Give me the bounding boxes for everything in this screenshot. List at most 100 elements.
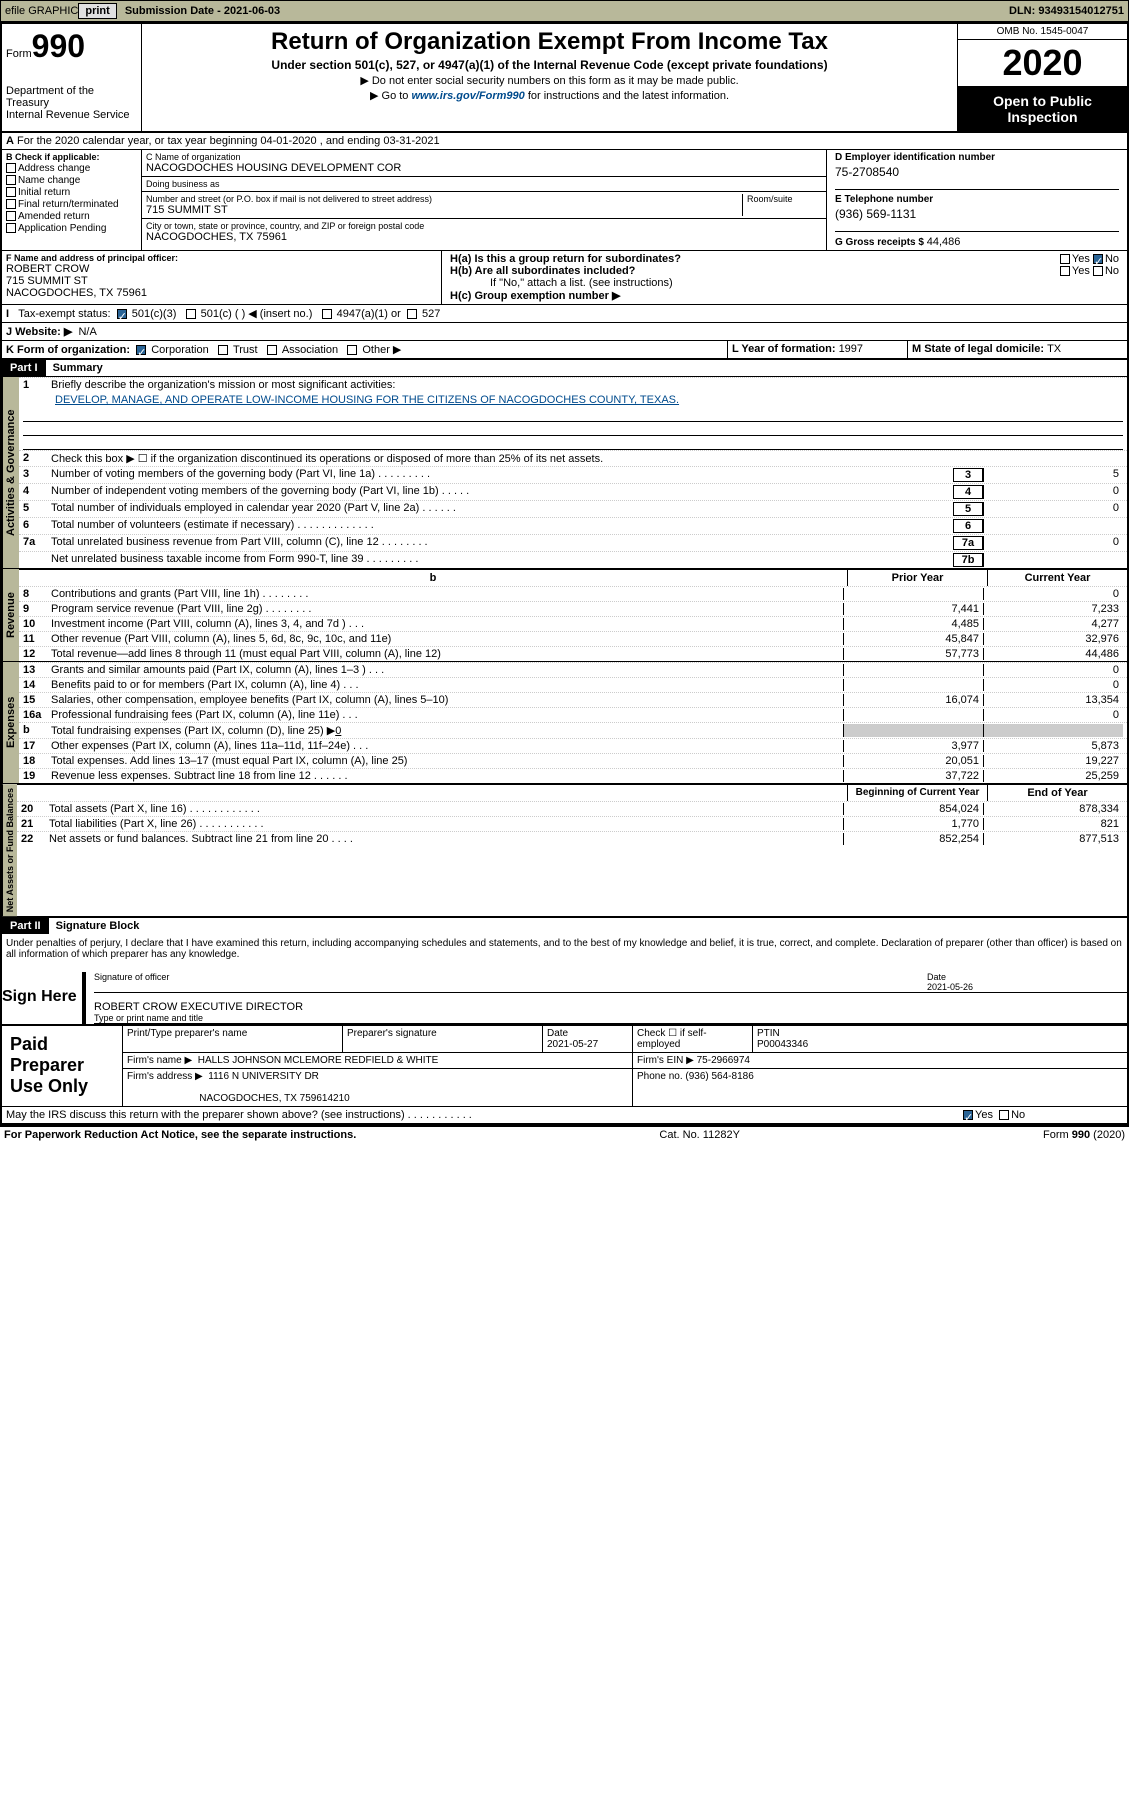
line-6: 6Total number of volunteers (estimate if…: [19, 517, 1127, 534]
phone-label: E Telephone number: [835, 194, 1119, 205]
city-row: City or town, state or province, country…: [142, 219, 826, 245]
form-number: 990: [32, 28, 85, 64]
print-button[interactable]: print: [78, 3, 116, 19]
current-year-header: Current Year: [987, 570, 1127, 586]
city: NACOGDOCHES, TX 75961: [146, 231, 822, 243]
form-id-col: Form990 Department of the Treasury Inter…: [2, 24, 142, 131]
discuss-row: May the IRS discuss this return with the…: [2, 1106, 1127, 1123]
line-3: 3Number of voting members of the governi…: [19, 466, 1127, 483]
form-container: Form990 Department of the Treasury Inter…: [0, 22, 1129, 1125]
governance-section: Activities & Governance 1Briefly describ…: [2, 376, 1127, 568]
officer-row: F Name and address of principal officer:…: [2, 250, 1127, 304]
dept-label: Department of the Treasury Internal Reve…: [6, 85, 137, 121]
address-block: B Check if applicable: Address change Na…: [2, 150, 1127, 250]
line-19: 19Revenue less expenses. Subtract line 1…: [19, 768, 1127, 783]
line-4: 4Number of independent voting members of…: [19, 483, 1127, 500]
submission-label: Submission Date - 2021-06-03: [125, 5, 280, 17]
hb: H(b) Are all subordinates included?Yes N…: [450, 265, 1119, 277]
irs-link[interactable]: www.irs.gov/Form990: [411, 90, 524, 102]
tax-year: 2020: [958, 40, 1127, 87]
check-4947: [322, 309, 332, 319]
cat-no: Cat. No. 11282Y: [356, 1129, 1043, 1141]
hb-note: If "No," attach a list. (see instruction…: [450, 277, 1119, 289]
line-11: 11Other revenue (Part VIII, column (A), …: [19, 631, 1127, 646]
part2-header: Part II: [2, 918, 49, 934]
line-22: 22Net assets or fund balances. Subtract …: [17, 831, 1127, 846]
form-org-k: K Form of organization: ✓ Corporation Tr…: [2, 341, 727, 358]
begin-year-header: Beginning of Current Year: [847, 785, 987, 801]
end-year-header: End of Year: [987, 785, 1127, 801]
revenue-section: Revenue b Prior Year Current Year 8Contr…: [2, 568, 1127, 661]
form-year-col: OMB No. 1545-0047 2020 Open to Public In…: [957, 24, 1127, 131]
form-org-row: K Form of organization: ✓ Corporation Tr…: [2, 340, 1127, 358]
website-value: N/A: [78, 326, 96, 338]
instr-1: ▶ Do not enter social security numbers o…: [146, 74, 953, 87]
line-13: 13Grants and similar amounts paid (Part …: [19, 662, 1127, 677]
efile-label: efile GRAPHIC: [5, 5, 78, 17]
check-applicable: B Check if applicable: Address change Na…: [2, 150, 142, 250]
form-subtitle: Under section 501(c), 527, or 4947(a)(1)…: [146, 58, 953, 72]
org-name-col: C Name of organization NACOGDOCHES HOUSI…: [142, 150, 827, 250]
line-5: 5Total number of individuals employed in…: [19, 500, 1127, 517]
ein-col: D Employer identification number 75-2708…: [827, 150, 1127, 250]
section-a: A For the 2020 calendar year, or tax yea…: [2, 133, 1127, 150]
mission-text: DEVELOP, MANAGE, AND OPERATE LOW-INCOME …: [51, 392, 1127, 408]
public-inspection: Open to Public Inspection: [958, 87, 1127, 131]
ein-value: 75-2708540: [835, 165, 1119, 179]
line-16a: 16aProfessional fundraising fees (Part I…: [19, 707, 1127, 722]
revenue-col-headers: b Prior Year Current Year: [19, 569, 1127, 586]
sign-here-row: Sign Here Signature of officer Date2021-…: [2, 972, 1127, 1024]
form-header: Form990 Department of the Treasury Inter…: [2, 24, 1127, 133]
governance-vlabel: Activities & Governance: [2, 377, 19, 568]
street: 715 SUMMIT ST: [146, 204, 742, 216]
line-20: 20Total assets (Part X, line 16) . . . .…: [17, 801, 1127, 816]
form-org-m: M State of legal domicile: TX: [907, 341, 1127, 358]
blank-header: b: [19, 570, 847, 586]
form-title-col: Return of Organization Exempt From Incom…: [142, 24, 957, 131]
preparer-table: Print/Type preparer's name Preparer's si…: [122, 1026, 1127, 1106]
check-501c: [186, 309, 196, 319]
line-1: 1Briefly describe the organization's mis…: [19, 377, 1127, 392]
line-7a: 7aTotal unrelated business revenue from …: [19, 534, 1127, 551]
part2-header-row: Part II Signature Block: [2, 916, 1127, 934]
assets-vlabel: Net Assets or Fund Balances: [2, 784, 17, 916]
line-12: 12Total revenue—add lines 8 through 11 (…: [19, 646, 1127, 661]
revenue-vlabel: Revenue: [2, 569, 19, 661]
street-row: Number and street (or P.O. box if mail i…: [142, 192, 826, 219]
officer-info: F Name and address of principal officer:…: [2, 251, 442, 304]
check-name-change: Name change: [6, 175, 137, 186]
dba-row: Doing business as: [142, 177, 826, 192]
perjury-text: Under penalties of perjury, I declare th…: [2, 934, 1127, 964]
officer-sig-name: ROBERT CROW EXECUTIVE DIRECTOR: [94, 1001, 1127, 1013]
line-2: 2Check this box ▶ ☐ if the organization …: [19, 450, 1127, 466]
check-address-change: Address change: [6, 163, 137, 174]
gross-receipts: 44,486: [927, 236, 961, 248]
form-number-footer: Form 990 (2020): [1043, 1129, 1125, 1141]
org-name-row: C Name of organization NACOGDOCHES HOUSI…: [142, 150, 826, 177]
form-prefix: Form: [6, 48, 32, 60]
part1-header: Part I: [2, 360, 46, 376]
ein-label: D Employer identification number: [835, 152, 1119, 163]
line-15: 15Salaries, other compensation, employee…: [19, 692, 1127, 707]
prior-year-header: Prior Year: [847, 570, 987, 586]
assets-section: Net Assets or Fund Balances Beginning of…: [2, 783, 1127, 916]
sign-here-label: Sign Here: [2, 972, 82, 1024]
line-17: 17Other expenses (Part IX, column (A), l…: [19, 738, 1127, 753]
check-501c3: ✓: [117, 309, 127, 319]
check-b-header: B Check if applicable:: [6, 152, 137, 162]
preparer-label: Paid Preparer Use Only: [2, 1026, 122, 1106]
tax-status-row: I Tax-exempt status: ✓ 501(c)(3) 501(c) …: [2, 304, 1127, 322]
part1-title: Summary: [49, 360, 107, 376]
line-16b: bTotal fundraising expenses (Part IX, co…: [19, 722, 1127, 738]
org-name: NACOGDOCHES HOUSING DEVELOPMENT COR: [146, 162, 822, 174]
officer-city: NACOGDOCHES, TX 75961: [6, 287, 437, 299]
line-10: 10Investment income (Part VIII, column (…: [19, 616, 1127, 631]
ha: H(a) Is this a group return for subordin…: [450, 253, 1119, 265]
firm-name: HALLS JOHNSON MCLEMORE REDFIELD & WHITE: [198, 1055, 439, 1066]
h-section: H(a) Is this a group return for subordin…: [442, 251, 1127, 304]
omb-number: OMB No. 1545-0047: [958, 24, 1127, 40]
top-bar: efile GRAPHIC print Submission Date - 20…: [0, 0, 1129, 22]
paperwork-notice: For Paperwork Reduction Act Notice, see …: [4, 1129, 356, 1141]
instr-2: ▶ Go to www.irs.gov/Form990 for instruct…: [146, 89, 953, 102]
line-14: 14Benefits paid to or for members (Part …: [19, 677, 1127, 692]
